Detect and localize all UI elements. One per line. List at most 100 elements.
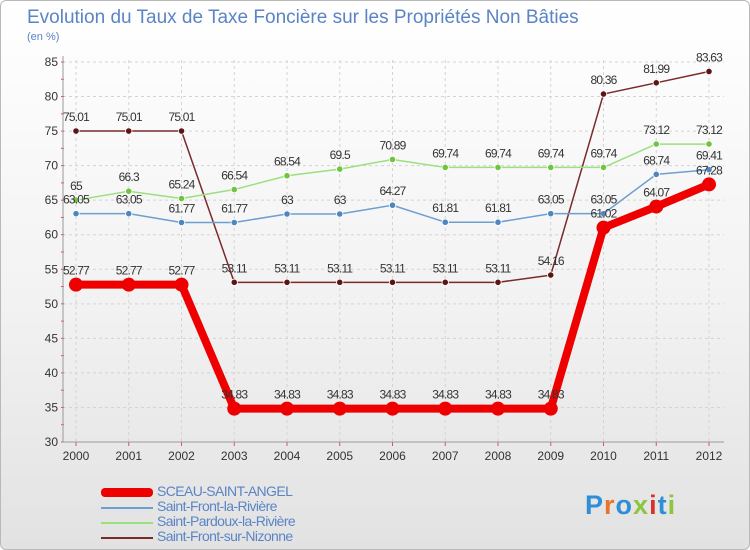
data-label: 69.74 <box>538 146 565 160</box>
data-point <box>388 201 397 209</box>
data-point <box>388 278 397 286</box>
unit-label: (en %) <box>27 31 60 43</box>
x-tick-label: 2010 <box>590 449 617 463</box>
legend-label: Saint-Front-la-Rivière <box>157 498 277 514</box>
y-tick-label: 65 <box>45 193 59 207</box>
data-label: 63.05 <box>538 193 565 207</box>
data-point <box>125 210 133 218</box>
data-label: 34.83 <box>274 388 301 402</box>
data-point <box>547 163 555 172</box>
legend-swatch <box>101 537 153 539</box>
x-tick-label: 2002 <box>168 449 195 463</box>
x-tick-label: 2004 <box>274 449 301 463</box>
data-label: 69.41 <box>696 149 723 163</box>
y-tick-label: 55 <box>45 262 59 276</box>
data-point <box>702 177 716 192</box>
data-point <box>230 218 238 227</box>
logo-letter: i <box>667 490 677 520</box>
data-label: 75.01 <box>116 110 143 124</box>
data-label: 65.24 <box>168 178 195 192</box>
data-label: 53.11 <box>380 261 406 275</box>
data-label: 34.83 <box>538 388 565 402</box>
y-tick-label: 30 <box>45 435 59 449</box>
x-tick-label: 2000 <box>63 449 90 463</box>
y-tick-label: 35 <box>45 400 59 414</box>
data-label: 61.02 <box>590 207 617 221</box>
data-point <box>280 401 294 416</box>
y-tick-label: 75 <box>45 124 59 138</box>
data-point <box>121 277 136 292</box>
data-label: 61.81 <box>432 201 459 215</box>
data-point <box>174 277 189 292</box>
data-label: 52.77 <box>63 264 90 278</box>
logo-letter: x <box>633 490 650 520</box>
y-tick-label: 85 <box>45 55 59 69</box>
y-tick-label: 70 <box>45 159 59 173</box>
data-point <box>494 278 502 286</box>
x-tick-label: 2006 <box>379 449 406 463</box>
logo-letter: t <box>657 490 668 520</box>
data-point <box>596 220 611 235</box>
legend-label: Saint-Front-sur-Nizonne <box>157 528 293 544</box>
data-point <box>547 210 555 218</box>
data-label: 66.54 <box>221 169 248 183</box>
data-label: 70.89 <box>379 138 406 152</box>
data-label: 80.36 <box>590 73 617 87</box>
data-label: 34.83 <box>221 388 248 402</box>
data-point <box>336 165 344 173</box>
x-tick-label: 2003 <box>221 449 248 463</box>
data-label: 64.07 <box>643 186 670 200</box>
data-point <box>599 163 608 172</box>
data-label: 52.77 <box>116 264 143 278</box>
data-point <box>177 218 186 227</box>
data-point <box>283 172 291 180</box>
x-tick-label: 2007 <box>432 449 459 463</box>
data-label: 65 <box>70 179 83 193</box>
y-tick-label: 50 <box>45 297 59 311</box>
data-label: 54.16 <box>538 254 565 268</box>
y-tick-label: 80 <box>45 90 59 104</box>
data-point <box>441 218 449 226</box>
data-point <box>283 278 291 286</box>
data-point <box>652 170 660 178</box>
data-point <box>336 210 344 218</box>
data-label: 63.05 <box>63 193 90 207</box>
data-label: 34.83 <box>432 388 459 402</box>
y-tick-label: 60 <box>45 228 59 242</box>
data-label: 61.81 <box>485 201 512 215</box>
logo-letter: r <box>604 490 616 520</box>
legend-label: Saint-Pardoux-la-Rivière <box>157 513 296 529</box>
data-point <box>652 79 660 87</box>
legend-swatch <box>101 488 153 497</box>
data-label: 68.54 <box>274 155 301 169</box>
data-point <box>283 210 291 218</box>
data-point <box>705 140 713 148</box>
data-label: 81.99 <box>643 62 670 76</box>
data-label: 63.05 <box>116 193 143 207</box>
data-point <box>494 218 502 226</box>
proxiti-logo: Proxiti <box>585 490 676 521</box>
logo-letter: P <box>585 490 605 520</box>
data-label: 61.77 <box>168 201 195 215</box>
data-point <box>438 401 453 416</box>
data-point <box>705 67 713 76</box>
plot-area <box>63 60 724 442</box>
legend-swatch <box>101 507 153 509</box>
data-label: 69.74 <box>590 146 617 160</box>
data-point <box>491 401 505 416</box>
x-tick-label: 2008 <box>485 449 512 463</box>
data-point <box>599 90 608 98</box>
x-tick-label: 2009 <box>537 449 564 463</box>
data-point <box>177 127 186 135</box>
data-point <box>72 210 80 218</box>
data-label: 61.77 <box>221 201 248 215</box>
x-tick-label: 2001 <box>115 449 142 463</box>
data-point <box>652 140 660 148</box>
data-point <box>705 166 713 174</box>
data-label: 73.12 <box>643 123 670 137</box>
data-label: 34.83 <box>485 388 512 402</box>
data-point <box>125 187 133 195</box>
data-point <box>441 163 449 172</box>
logo-letter: i <box>649 490 658 520</box>
